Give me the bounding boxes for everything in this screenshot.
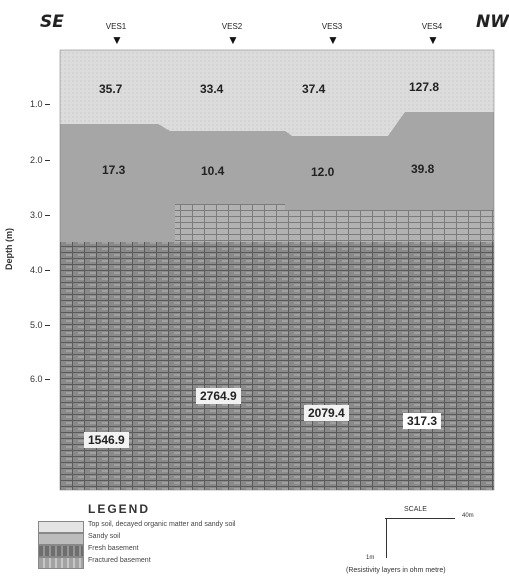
depth-tick: 2.0 [30,155,60,165]
depth-tick: 5.0 [30,320,60,330]
scale-title: SCALE [404,506,427,513]
basement-resistivity-ves3: 2079.4 [304,405,349,421]
legend-swatch-fractured-basement [38,557,84,569]
legend-label-topsoil: Top soil, decayed organic matter and san… [88,521,236,528]
legend-label-fresh-basement: Fresh basement [88,545,139,552]
basement-resistivity-ves1: 1546.9 [84,432,129,448]
ves4-arrow-icon: ▼ [427,33,439,47]
scale-horizontal-label: 40m [462,513,474,519]
ves1-label: VES1 [105,22,127,31]
resistivity-unit-note: (Resistivity layers in ohm metre) [346,567,446,574]
depth-tick: 6.0 [30,374,60,384]
direction-nw-label: NW [476,12,509,32]
legend-swatch-sandy-soil [38,533,84,545]
ves2-label: VES2 [221,22,243,31]
basement-resistivity-ves2: 2764.9 [196,388,241,404]
topsoil-resistivity-ves4: 127.8 [409,80,440,94]
ves2-arrow-icon: ▼ [227,33,239,47]
depth-tick: 1.0 [30,99,60,109]
clay-resistivity-ves1: 17.3 [102,163,126,177]
ves1-arrow-icon: ▼ [111,33,123,47]
legend-swatch-fresh-basement [38,545,84,557]
legend-swatch-topsoil [38,521,84,533]
ves4-label: VES4 [421,22,443,31]
basement-resistivity-ves4: 317.3 [403,413,442,429]
depth-axis-label: Depth (m) [4,228,14,270]
scale-horizontal-bar [385,518,455,519]
clay-resistivity-ves4: 39.8 [411,162,435,176]
legend-label-fractured-basement: Fractured basement [88,557,151,564]
layer-clay [60,112,494,242]
legend-title: LEGEND [88,502,151,516]
layer-weathered-basement [60,204,494,242]
legend-label-sandy-soil: Sandy soil [88,533,121,540]
topsoil-resistivity-ves3: 37.4 [302,82,326,96]
topsoil-resistivity-ves1: 35.7 [99,82,123,96]
clay-resistivity-ves3: 12.0 [311,165,335,179]
ves3-arrow-icon: ▼ [327,33,339,47]
depth-tick: 3.0 [30,210,60,220]
scale-vertical-label: 1m [366,555,375,561]
layer-topsoil [60,50,494,136]
depth-tick: 4.0 [30,265,60,275]
clay-resistivity-ves2: 10.4 [201,164,225,178]
ves3-label: VES3 [321,22,343,31]
scale-vertical-bar [386,518,387,558]
topsoil-resistivity-ves2: 33.4 [200,82,224,96]
direction-se-label: SE [40,12,64,32]
